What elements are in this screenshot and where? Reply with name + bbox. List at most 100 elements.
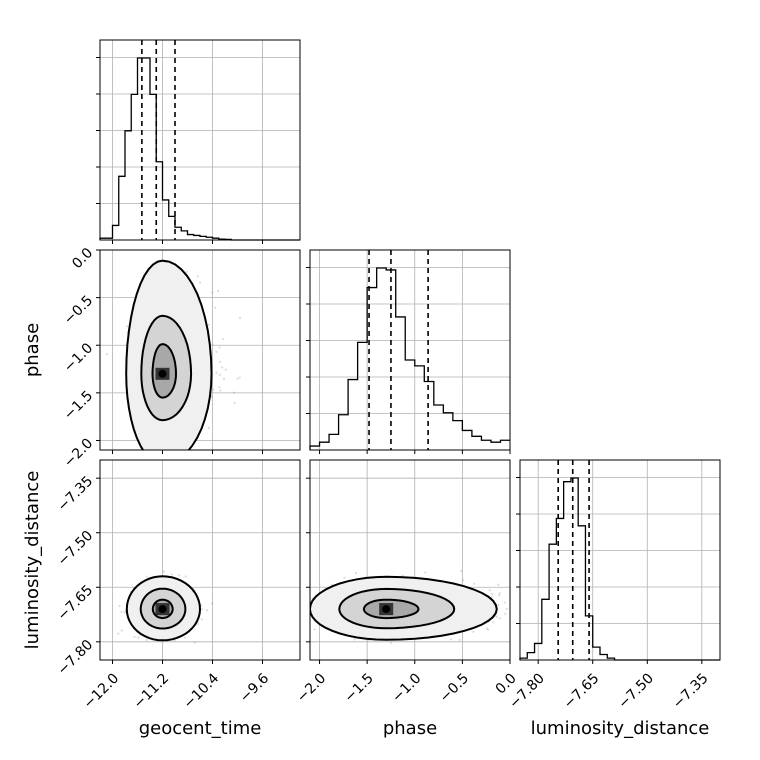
scatter-point bbox=[210, 395, 213, 398]
scatter-point bbox=[224, 368, 227, 371]
scatter-point bbox=[140, 481, 142, 483]
scatter-point bbox=[219, 389, 222, 392]
scatter-point bbox=[200, 608, 204, 611]
scatter-point bbox=[523, 593, 525, 595]
scatter-point bbox=[145, 575, 148, 578]
scatter-point bbox=[207, 323, 210, 327]
panel-frame bbox=[99, 459, 301, 661]
y-tick-label-phase: −1.5 bbox=[61, 388, 96, 423]
scatter-point bbox=[218, 386, 221, 389]
scatter-point bbox=[497, 603, 500, 607]
scatter-point bbox=[304, 628, 306, 630]
contour-line bbox=[362, 598, 420, 620]
x-axis-label-phase: phase bbox=[383, 718, 437, 739]
contour-center bbox=[382, 605, 391, 614]
scatter-point bbox=[524, 616, 526, 618]
scatter-point bbox=[449, 638, 453, 641]
y-axis-label-phase: phase bbox=[22, 323, 43, 377]
contour-line bbox=[151, 598, 174, 620]
scatter-point bbox=[238, 376, 241, 379]
joint-content bbox=[304, 569, 544, 644]
scatter-point bbox=[353, 638, 356, 641]
y-tick-label-luminosity_distance: −7.35 bbox=[55, 473, 97, 515]
x-tick-label-luminosity_distance: −7.65 bbox=[561, 670, 603, 712]
scatter-point bbox=[390, 641, 393, 644]
scatter-point bbox=[222, 338, 225, 341]
scatter-point bbox=[460, 569, 463, 573]
scatter-point bbox=[137, 636, 140, 639]
y-tick-label-luminosity_distance: −7.65 bbox=[55, 582, 97, 624]
panel-frame bbox=[99, 249, 301, 451]
histogram-phase bbox=[309, 267, 510, 450]
scatter-point bbox=[503, 601, 506, 604]
scatter-point bbox=[472, 630, 475, 633]
scatter-point bbox=[185, 270, 188, 273]
scatter-point bbox=[473, 582, 476, 585]
x-tick-label-geocent_time: −12.0 bbox=[81, 670, 123, 712]
scatter-point bbox=[495, 615, 499, 618]
scatter-point bbox=[217, 289, 220, 292]
scatter-point bbox=[517, 617, 519, 619]
scatter-point bbox=[145, 638, 148, 642]
joint-panel-geocent_time-phase bbox=[96, 249, 301, 483]
scatter-point bbox=[193, 641, 196, 644]
x-tick-label-geocent_time: −11.2 bbox=[131, 670, 173, 712]
scatter-point bbox=[218, 360, 222, 363]
scatter-point bbox=[532, 618, 534, 620]
scatter-point bbox=[533, 604, 535, 606]
histogram-luminosity_distance bbox=[519, 477, 720, 661]
panel-frame bbox=[519, 459, 721, 661]
y-tick-label-phase: −2.0 bbox=[61, 435, 96, 470]
scatter-point bbox=[120, 629, 123, 632]
scatter-point bbox=[504, 612, 507, 615]
contour-line bbox=[140, 314, 193, 422]
scatter-point bbox=[498, 617, 502, 620]
x-tick-label-luminosity_distance: −7.50 bbox=[615, 670, 657, 712]
joint-panel-geocent_time-luminosity_distance bbox=[96, 459, 301, 664]
scatter-point bbox=[490, 596, 493, 599]
scatter-point bbox=[542, 600, 544, 602]
scatter-point bbox=[488, 589, 491, 592]
x-axis-label-geocent_time: geocent_time bbox=[139, 718, 262, 739]
scatter-point bbox=[105, 352, 109, 356]
scatter-point bbox=[211, 291, 214, 294]
scatter-point bbox=[525, 604, 527, 606]
scatter-point bbox=[424, 571, 427, 574]
scatter-point bbox=[512, 598, 514, 600]
scatter-point bbox=[215, 350, 218, 353]
contour-line bbox=[338, 587, 456, 630]
scatter-point bbox=[123, 611, 126, 614]
scatter-point bbox=[199, 281, 202, 284]
scatter-point bbox=[207, 426, 211, 429]
x-tick-label-geocent_time: −10.4 bbox=[181, 670, 223, 712]
scatter-point bbox=[401, 574, 404, 577]
scatter-point bbox=[117, 632, 120, 635]
scatter-point bbox=[126, 325, 129, 328]
joint-content bbox=[105, 259, 242, 483]
x-tick-label-phase: −2.0 bbox=[294, 670, 329, 705]
x-tick-label-phase: −1.5 bbox=[342, 670, 377, 705]
panel-frame bbox=[99, 39, 301, 241]
y-tick-label-luminosity_distance: −7.80 bbox=[55, 637, 97, 679]
scatter-point bbox=[184, 575, 187, 578]
scatter-point bbox=[218, 373, 221, 376]
contour-line bbox=[151, 343, 178, 399]
scatter-point bbox=[212, 388, 215, 391]
histogram-geocent_time bbox=[99, 57, 300, 241]
scatter-point bbox=[492, 621, 495, 624]
scatter-point bbox=[514, 609, 516, 611]
y-tick-label-phase: 0.0 bbox=[69, 245, 96, 272]
y-axis-label-luminosity_distance: luminosity_distance bbox=[22, 471, 43, 650]
contour-line bbox=[125, 259, 213, 450]
scatter-point bbox=[210, 602, 214, 605]
scatter-point bbox=[486, 628, 490, 631]
scatter-point bbox=[313, 628, 316, 631]
joint-content bbox=[117, 570, 214, 644]
contour-line bbox=[139, 587, 187, 630]
x-axis-label-luminosity_distance: luminosity_distance bbox=[531, 718, 710, 739]
scatter-point bbox=[462, 579, 465, 582]
scatter-point bbox=[133, 635, 136, 638]
scatter-point bbox=[497, 583, 500, 586]
scatter-point bbox=[200, 618, 203, 621]
